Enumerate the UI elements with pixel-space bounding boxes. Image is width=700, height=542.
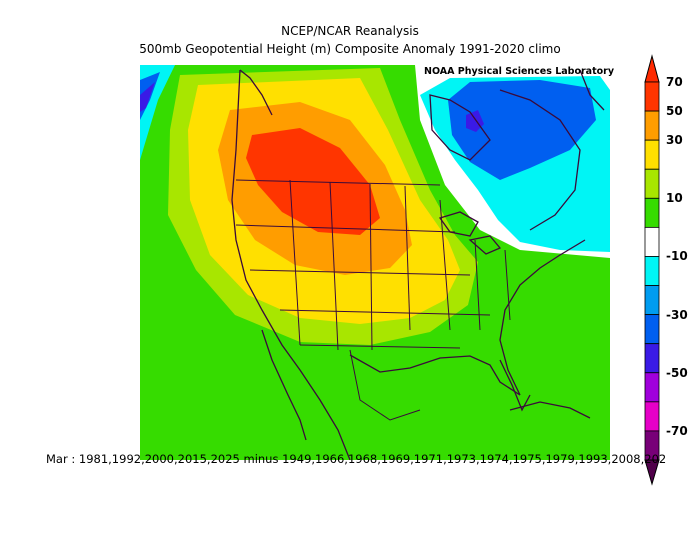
colorbar-bottom-arrow: [644, 459, 660, 486]
colorbar-tick-label: 30: [666, 133, 683, 148]
anomaly-field: [140, 65, 610, 460]
colorbar-swatch: [644, 81, 660, 112]
colorbar-swatch: [644, 256, 660, 286]
colorbar-swatch: [644, 197, 660, 228]
contour-minus30-core: [466, 110, 484, 132]
credit-label: NOAA Physical Sciences Laboratory: [424, 66, 615, 77]
political-borders: [235, 179, 511, 421]
map-title: NCEP/NCAR Reanalysis: [281, 24, 419, 38]
colorbar-swatch: [644, 285, 660, 316]
colorbar-tick-label: -70: [666, 423, 688, 438]
colorbar-swatch: [644, 168, 660, 199]
colorbar-tick-label: 50: [666, 104, 683, 119]
colorbar-swatch: [644, 110, 660, 141]
colorbar: [644, 54, 660, 486]
coastlines: [231, 69, 605, 460]
contour-minus-nw-core: [140, 82, 155, 112]
colorbar-swatch: [644, 343, 660, 374]
colorbar-swatch: [644, 372, 660, 403]
colorbar-tick-label: 70: [666, 75, 683, 89]
colorbar-swatch: [644, 401, 660, 432]
contour-minus20: [448, 80, 596, 180]
colorbar-tick-label: -30: [666, 307, 688, 322]
colorbar-swatch: [644, 139, 660, 170]
colorbar-tick-label: 10: [666, 191, 683, 206]
colorbar-top-arrow: [644, 54, 660, 83]
map-subtitle: 500mb Geopotential Height (m) Composite …: [139, 42, 561, 56]
composite-caption: Mar : 1981,1992,2000,2015,2025 minus 194…: [46, 452, 667, 466]
colorbar-tick-label: -10: [666, 249, 688, 264]
colorbar-tick-label: -50: [666, 365, 688, 380]
colorbar-swatch: [644, 314, 660, 345]
colorbar-swatch: [644, 226, 660, 257]
